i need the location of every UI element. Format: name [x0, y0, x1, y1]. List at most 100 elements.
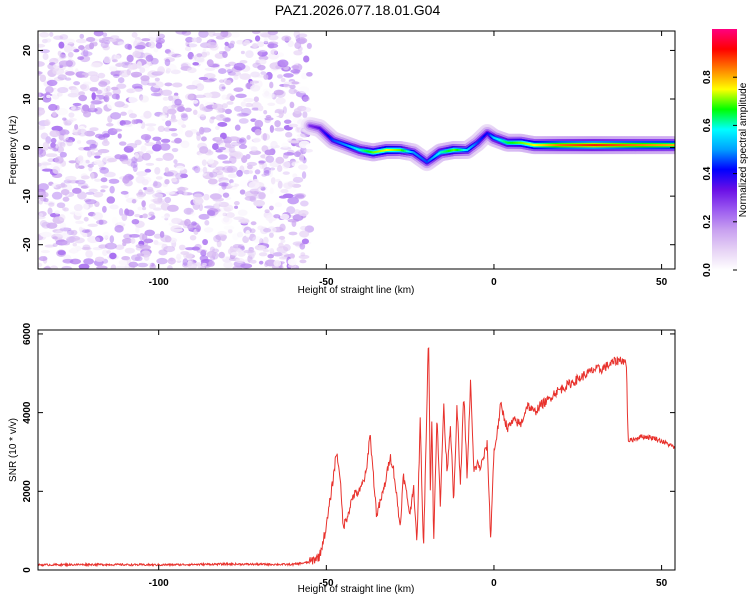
- noise-blob: [184, 107, 192, 113]
- noise-blob: [164, 179, 170, 185]
- noise-blob: [117, 41, 126, 46]
- noise-blob: [90, 150, 95, 156]
- noise-blob: [77, 182, 89, 188]
- x-tick-label: 0: [491, 277, 497, 288]
- noise-blob: [77, 191, 87, 200]
- noise-blob: [283, 182, 294, 189]
- noise-blob: [240, 263, 253, 269]
- noise-blob: [142, 206, 147, 211]
- noise-blob: [300, 200, 309, 207]
- noise-blob: [301, 107, 312, 113]
- noise-blob: [274, 127, 285, 132]
- noise-blob: [203, 205, 215, 209]
- noise-blob: [109, 204, 119, 210]
- noise-blob: [224, 63, 231, 67]
- noise-blob: [63, 84, 70, 91]
- colorbar-tick-label: 0.6: [702, 118, 713, 132]
- noise-blob: [282, 94, 293, 100]
- noise-blob: [293, 50, 303, 56]
- noise-blob: [132, 88, 143, 92]
- noise-blob: [193, 165, 201, 174]
- noise-blob: [245, 230, 251, 238]
- noise-blob: [85, 159, 90, 164]
- noise-blob: [258, 51, 263, 57]
- noise-blob: [303, 55, 310, 63]
- noise-blob: [261, 133, 271, 141]
- noise-blob: [213, 235, 222, 243]
- noise-region: [38, 31, 315, 269]
- noise-blob: [223, 225, 235, 231]
- noise-blob: [155, 157, 164, 162]
- noise-blob: [63, 134, 69, 141]
- noise-blob: [233, 62, 246, 71]
- noise-blob: [171, 177, 178, 183]
- noise-blob: [166, 204, 179, 212]
- noise-blob: [172, 82, 183, 88]
- noise-blob: [139, 232, 145, 241]
- noise-blob: [171, 217, 182, 224]
- noise-blob: [53, 35, 64, 40]
- noise-blob: [57, 74, 67, 81]
- noise-blob: [207, 158, 215, 164]
- noise-blob: [189, 129, 198, 134]
- noise-blob: [262, 88, 271, 94]
- noise-blob: [258, 160, 266, 164]
- noise-blob: [139, 67, 146, 74]
- noise-blob: [59, 151, 67, 158]
- noise-blob: [82, 232, 88, 238]
- noise-blob: [199, 146, 209, 154]
- noise-blob: [177, 186, 186, 195]
- noise-blob: [288, 88, 298, 95]
- noise-blob: [249, 188, 261, 195]
- noise-blob: [269, 187, 274, 195]
- noise-blob: [275, 97, 286, 105]
- colorbar-gradient: [712, 29, 737, 270]
- noise-blob: [112, 128, 123, 132]
- x-tick-label: -100: [149, 578, 169, 589]
- noise-blob: [195, 225, 201, 233]
- noise-blob: [110, 35, 120, 40]
- noise-blob: [187, 223, 194, 231]
- noise-blob: [123, 145, 134, 153]
- noise-blob: [215, 114, 226, 121]
- noise-blob: [260, 186, 266, 191]
- noise-blob: [255, 49, 268, 53]
- noise-blob: [289, 101, 295, 109]
- noise-blob: [287, 40, 294, 48]
- noise-blob: [139, 104, 148, 110]
- noise-blob: [120, 190, 129, 195]
- noise-blob: [39, 49, 50, 54]
- noise-blob: [39, 74, 47, 83]
- noise-blob: [274, 120, 281, 128]
- noise-blob: [265, 155, 275, 163]
- noise-blob: [55, 183, 68, 188]
- noise-blob: [166, 170, 178, 177]
- noise-blob: [74, 124, 79, 130]
- noise-blob: [233, 248, 243, 252]
- noise-blob: [233, 87, 244, 92]
- y-tick-label: 0: [22, 567, 33, 573]
- noise-blob: [224, 108, 232, 115]
- noise-blob: [85, 191, 95, 195]
- noise-blob: [120, 111, 127, 116]
- noise-blob: [130, 71, 143, 78]
- noise-blob: [52, 67, 65, 75]
- noise-blob: [46, 94, 51, 99]
- noise-blob: [212, 143, 219, 151]
- noise-blob: [147, 262, 152, 266]
- noise-blob: [99, 167, 109, 174]
- noise-blob: [62, 258, 74, 264]
- noise-blob: [287, 258, 298, 266]
- noise-blob: [48, 202, 55, 207]
- noise-blob: [66, 139, 74, 147]
- noise-blob: [77, 128, 88, 137]
- noise-blob: [56, 202, 66, 209]
- noise-blob: [121, 120, 132, 125]
- noise-blob: [54, 210, 60, 215]
- noise-blob: [227, 228, 233, 234]
- noise-blob: [274, 202, 283, 208]
- noise-blob: [143, 238, 154, 244]
- noise-blob: [148, 203, 156, 210]
- noise-blob: [206, 59, 214, 67]
- noise-blob: [154, 242, 165, 246]
